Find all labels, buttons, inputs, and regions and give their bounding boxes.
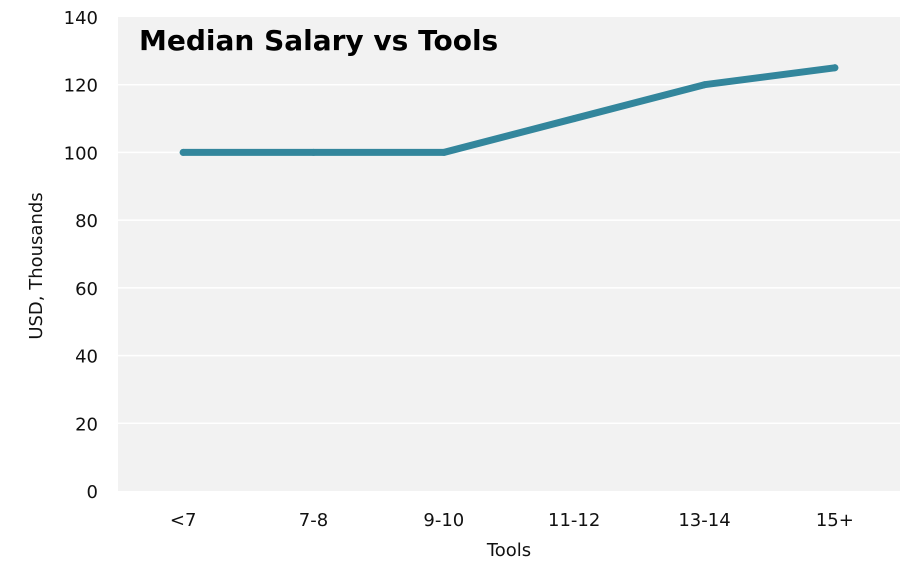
data-point xyxy=(831,64,839,72)
series-layer xyxy=(179,64,839,156)
y-tick-label: 20 xyxy=(75,414,98,435)
x-tick-label: <7 xyxy=(170,510,197,531)
data-point xyxy=(570,115,578,123)
y-tick-label: 140 xyxy=(64,8,98,29)
x-tick-label: 11-12 xyxy=(548,510,600,531)
x-tick-label: 9-10 xyxy=(423,510,464,531)
data-point xyxy=(440,148,448,156)
x-tick-label: 13-14 xyxy=(678,510,730,531)
y-tick-label: 40 xyxy=(75,347,98,368)
x-axis-ticks: <7 7-8 9-10 11-12 13-14 15+ xyxy=(170,510,854,531)
plot-background xyxy=(118,17,900,491)
series-line-0 xyxy=(179,64,839,156)
chart-title: Median Salary vs Tools xyxy=(139,24,498,57)
data-point xyxy=(310,148,317,156)
x-tick-label: 15+ xyxy=(816,510,854,531)
y-axis-ticks: 0 20 40 60 80 100 120 140 xyxy=(64,8,98,503)
data-point xyxy=(179,148,187,156)
y-tick-label: 100 xyxy=(64,143,98,164)
x-axis-label: Tools xyxy=(486,540,531,561)
data-point xyxy=(701,81,708,89)
y-tick-label: 60 xyxy=(75,279,98,300)
y-tick-label: 0 xyxy=(87,482,98,503)
y-tick-label: 120 xyxy=(64,76,98,97)
y-axis-label: USD, Thousands xyxy=(26,192,47,339)
y-tick-label: 80 xyxy=(75,211,98,232)
x-tick-label: 7-8 xyxy=(299,510,328,531)
